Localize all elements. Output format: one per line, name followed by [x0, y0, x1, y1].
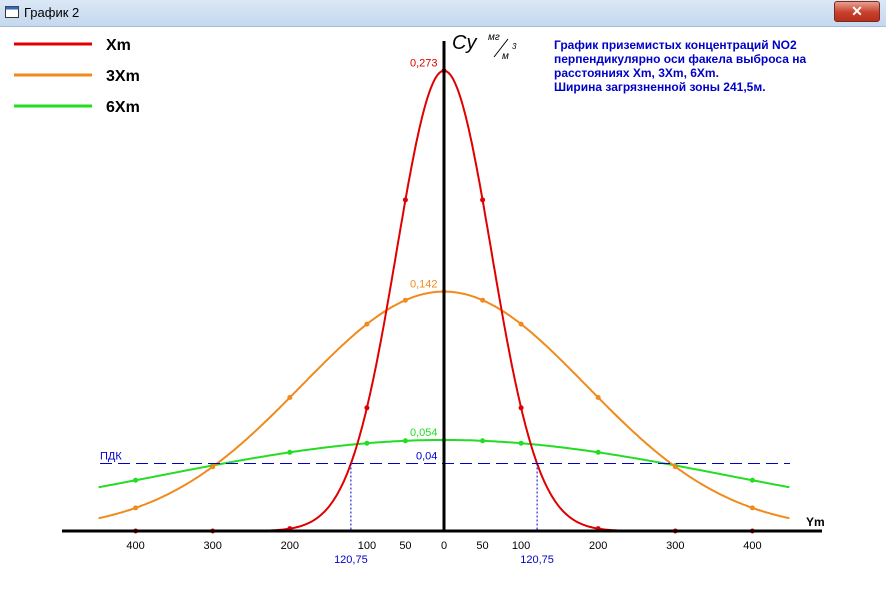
chart-svg: Xm 3Xm 6Xm Cy мг м 3 ПДК 0,04 120,75 120,75… [14, 32, 825, 566]
y-axis-unit-slash [493, 38, 509, 58]
marker-6xm [595, 449, 601, 455]
x-tick-label: 200 [589, 540, 607, 552]
marker-6xm [287, 449, 293, 455]
x-tick-label: 100 [358, 540, 376, 552]
window-title: График 2 [24, 5, 80, 20]
marker-3xm [287, 395, 293, 400]
marker-xm [518, 405, 524, 411]
x-tick-label: 50 [399, 540, 411, 552]
y-axis-unit-den: м [502, 51, 509, 62]
title-bar: График 2 ✕ [0, 0, 886, 27]
axes-layer: Ym 400 300 200 100 50 0 50 100 200 300 400 [62, 41, 825, 552]
info-line-2: перпендикулярно оси факела выброса на [554, 52, 807, 66]
marker-6xm [480, 438, 486, 444]
info-line-4: Ширина загрязненной зоны 241,5м. [554, 80, 766, 94]
peak-label-xm: 0,273 [410, 58, 438, 70]
marker-6xm [402, 438, 408, 444]
legend-label-xm: Xm [106, 37, 131, 54]
pdk-label: ПДК [100, 451, 122, 463]
peak-label-6xm: 0,054 [410, 427, 438, 439]
marker-xm [480, 197, 486, 203]
marker-3xm [210, 464, 216, 470]
info-line-3: расстояниях Xm, 3Xm, 6Xm. [554, 66, 719, 80]
legend: Xm 3Xm 6Xm [14, 37, 140, 116]
chart-area: График приземистых концентраций NO2 перп… [0, 27, 886, 594]
x-tick-label: 400 [743, 540, 761, 552]
marker-6xm [364, 440, 370, 446]
x-axis-label: Ym [806, 515, 825, 529]
marker-6xm [133, 477, 139, 483]
zone-boundary-label: 120,75 [334, 554, 368, 566]
marker-3xm [364, 321, 370, 327]
peak-label-3xm: 0,142 [410, 279, 438, 291]
marker-xm [402, 197, 408, 203]
x-tick-label: 50 [476, 540, 488, 552]
marker-3xm [133, 505, 139, 511]
zone-boundary-label: 120,75 [520, 554, 554, 566]
marker-3xm [402, 297, 408, 303]
pdk-value-label: 0,04 [416, 451, 437, 463]
x-tick-label: 0 [441, 540, 447, 552]
marker-3xm [480, 297, 486, 303]
marker-3xm [672, 464, 678, 470]
marker-3xm [749, 505, 755, 511]
y-axis-unit-num: мг [488, 32, 500, 43]
window-icon [5, 6, 19, 18]
labels-layer: 0,054 0,142 0,273 [410, 58, 438, 439]
x-tick-label: 200 [281, 540, 299, 552]
legend-label-6xm: 6Xm [106, 99, 140, 116]
marker-6xm [518, 440, 524, 446]
marker-3xm [518, 321, 524, 327]
info-line-1: График приземистых концентраций NO2 [554, 38, 797, 52]
x-tick-label: 300 [204, 540, 222, 552]
legend-label-3xm: 3Xm [106, 68, 140, 85]
x-tick-label: 400 [126, 540, 144, 552]
marker-6xm [749, 477, 755, 483]
x-tick-label: 100 [512, 540, 530, 552]
x-tick-label: 300 [666, 540, 684, 552]
y-axis-label: Cy [452, 32, 477, 54]
y-axis-unit-exp: 3 [512, 42, 517, 51]
marker-xm [364, 405, 370, 411]
close-button[interactable]: ✕ [834, 1, 880, 22]
marker-3xm [595, 395, 601, 400]
chart-info: График приземистых концентраций NO2 перп… [554, 38, 854, 94]
